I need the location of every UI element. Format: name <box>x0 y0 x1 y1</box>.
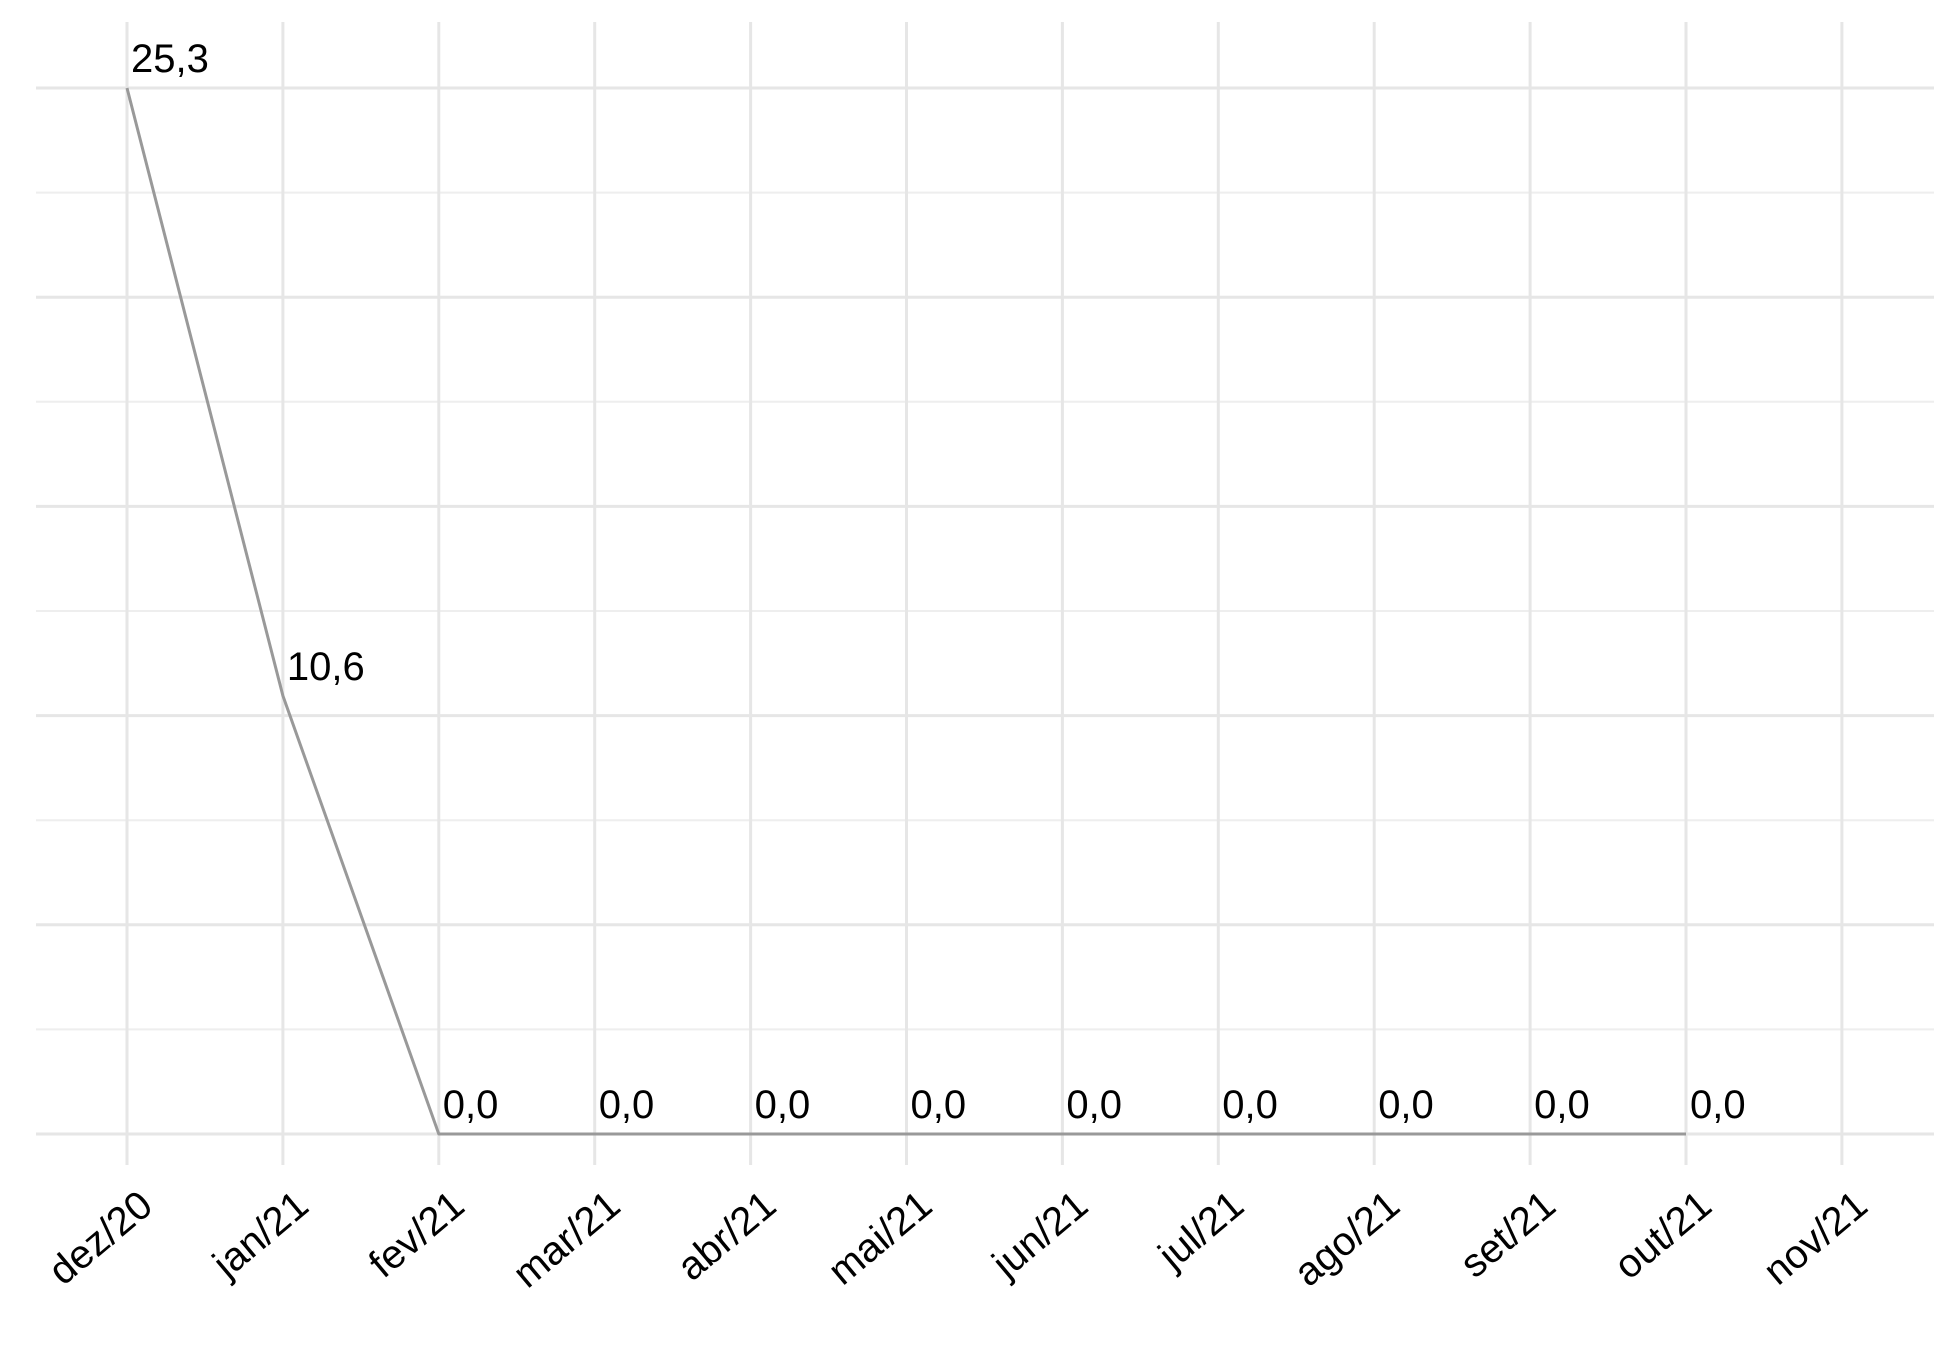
x-tick-label: jul/21 <box>1150 1183 1252 1279</box>
data-label: 0,0 <box>1066 1083 1122 1127</box>
x-tick-label: abr/21 <box>669 1183 784 1290</box>
x-tick-label: nov/21 <box>1755 1183 1875 1294</box>
x-tick-label: set/21 <box>1452 1183 1564 1287</box>
x-axis-tick-labels: dez/20 jan/21 fev/21 mar/21 abr/21 mai/21 jun/… <box>40 1183 1875 1297</box>
y-gridlines <box>36 86 1934 1136</box>
series-line <box>125 87 1686 1136</box>
data-label: 0,0 <box>1378 1083 1434 1127</box>
x-tick-label: out/21 <box>1606 1183 1719 1288</box>
data-label: 10,6 <box>287 645 365 689</box>
data-label: 0,0 <box>599 1083 655 1127</box>
data-labels: 25,3 10,6 0,0 0,0 0,0 0,0 0,0 0,0 0,0 0,0 0,0 <box>131 37 1746 1127</box>
x-gridlines <box>125 22 1844 1165</box>
x-tick-label: dez/20 <box>40 1183 160 1294</box>
x-tick-label: ago/21 <box>1286 1183 1408 1295</box>
x-tick-label: mar/21 <box>505 1183 629 1297</box>
data-label: 0,0 <box>443 1083 499 1127</box>
x-tick-label: mai/21 <box>820 1183 940 1294</box>
x-tick-label: jan/21 <box>204 1183 317 1287</box>
data-label: 0,0 <box>911 1083 967 1127</box>
x-tick-label: jun/21 <box>984 1183 1097 1287</box>
data-label: 0,0 <box>1690 1083 1746 1127</box>
data-label: 0,0 <box>1222 1083 1278 1127</box>
data-label: 0,0 <box>755 1083 811 1127</box>
data-label: 25,3 <box>131 37 209 81</box>
data-label: 0,0 <box>1534 1083 1590 1127</box>
x-tick-label: fev/21 <box>361 1183 473 1287</box>
